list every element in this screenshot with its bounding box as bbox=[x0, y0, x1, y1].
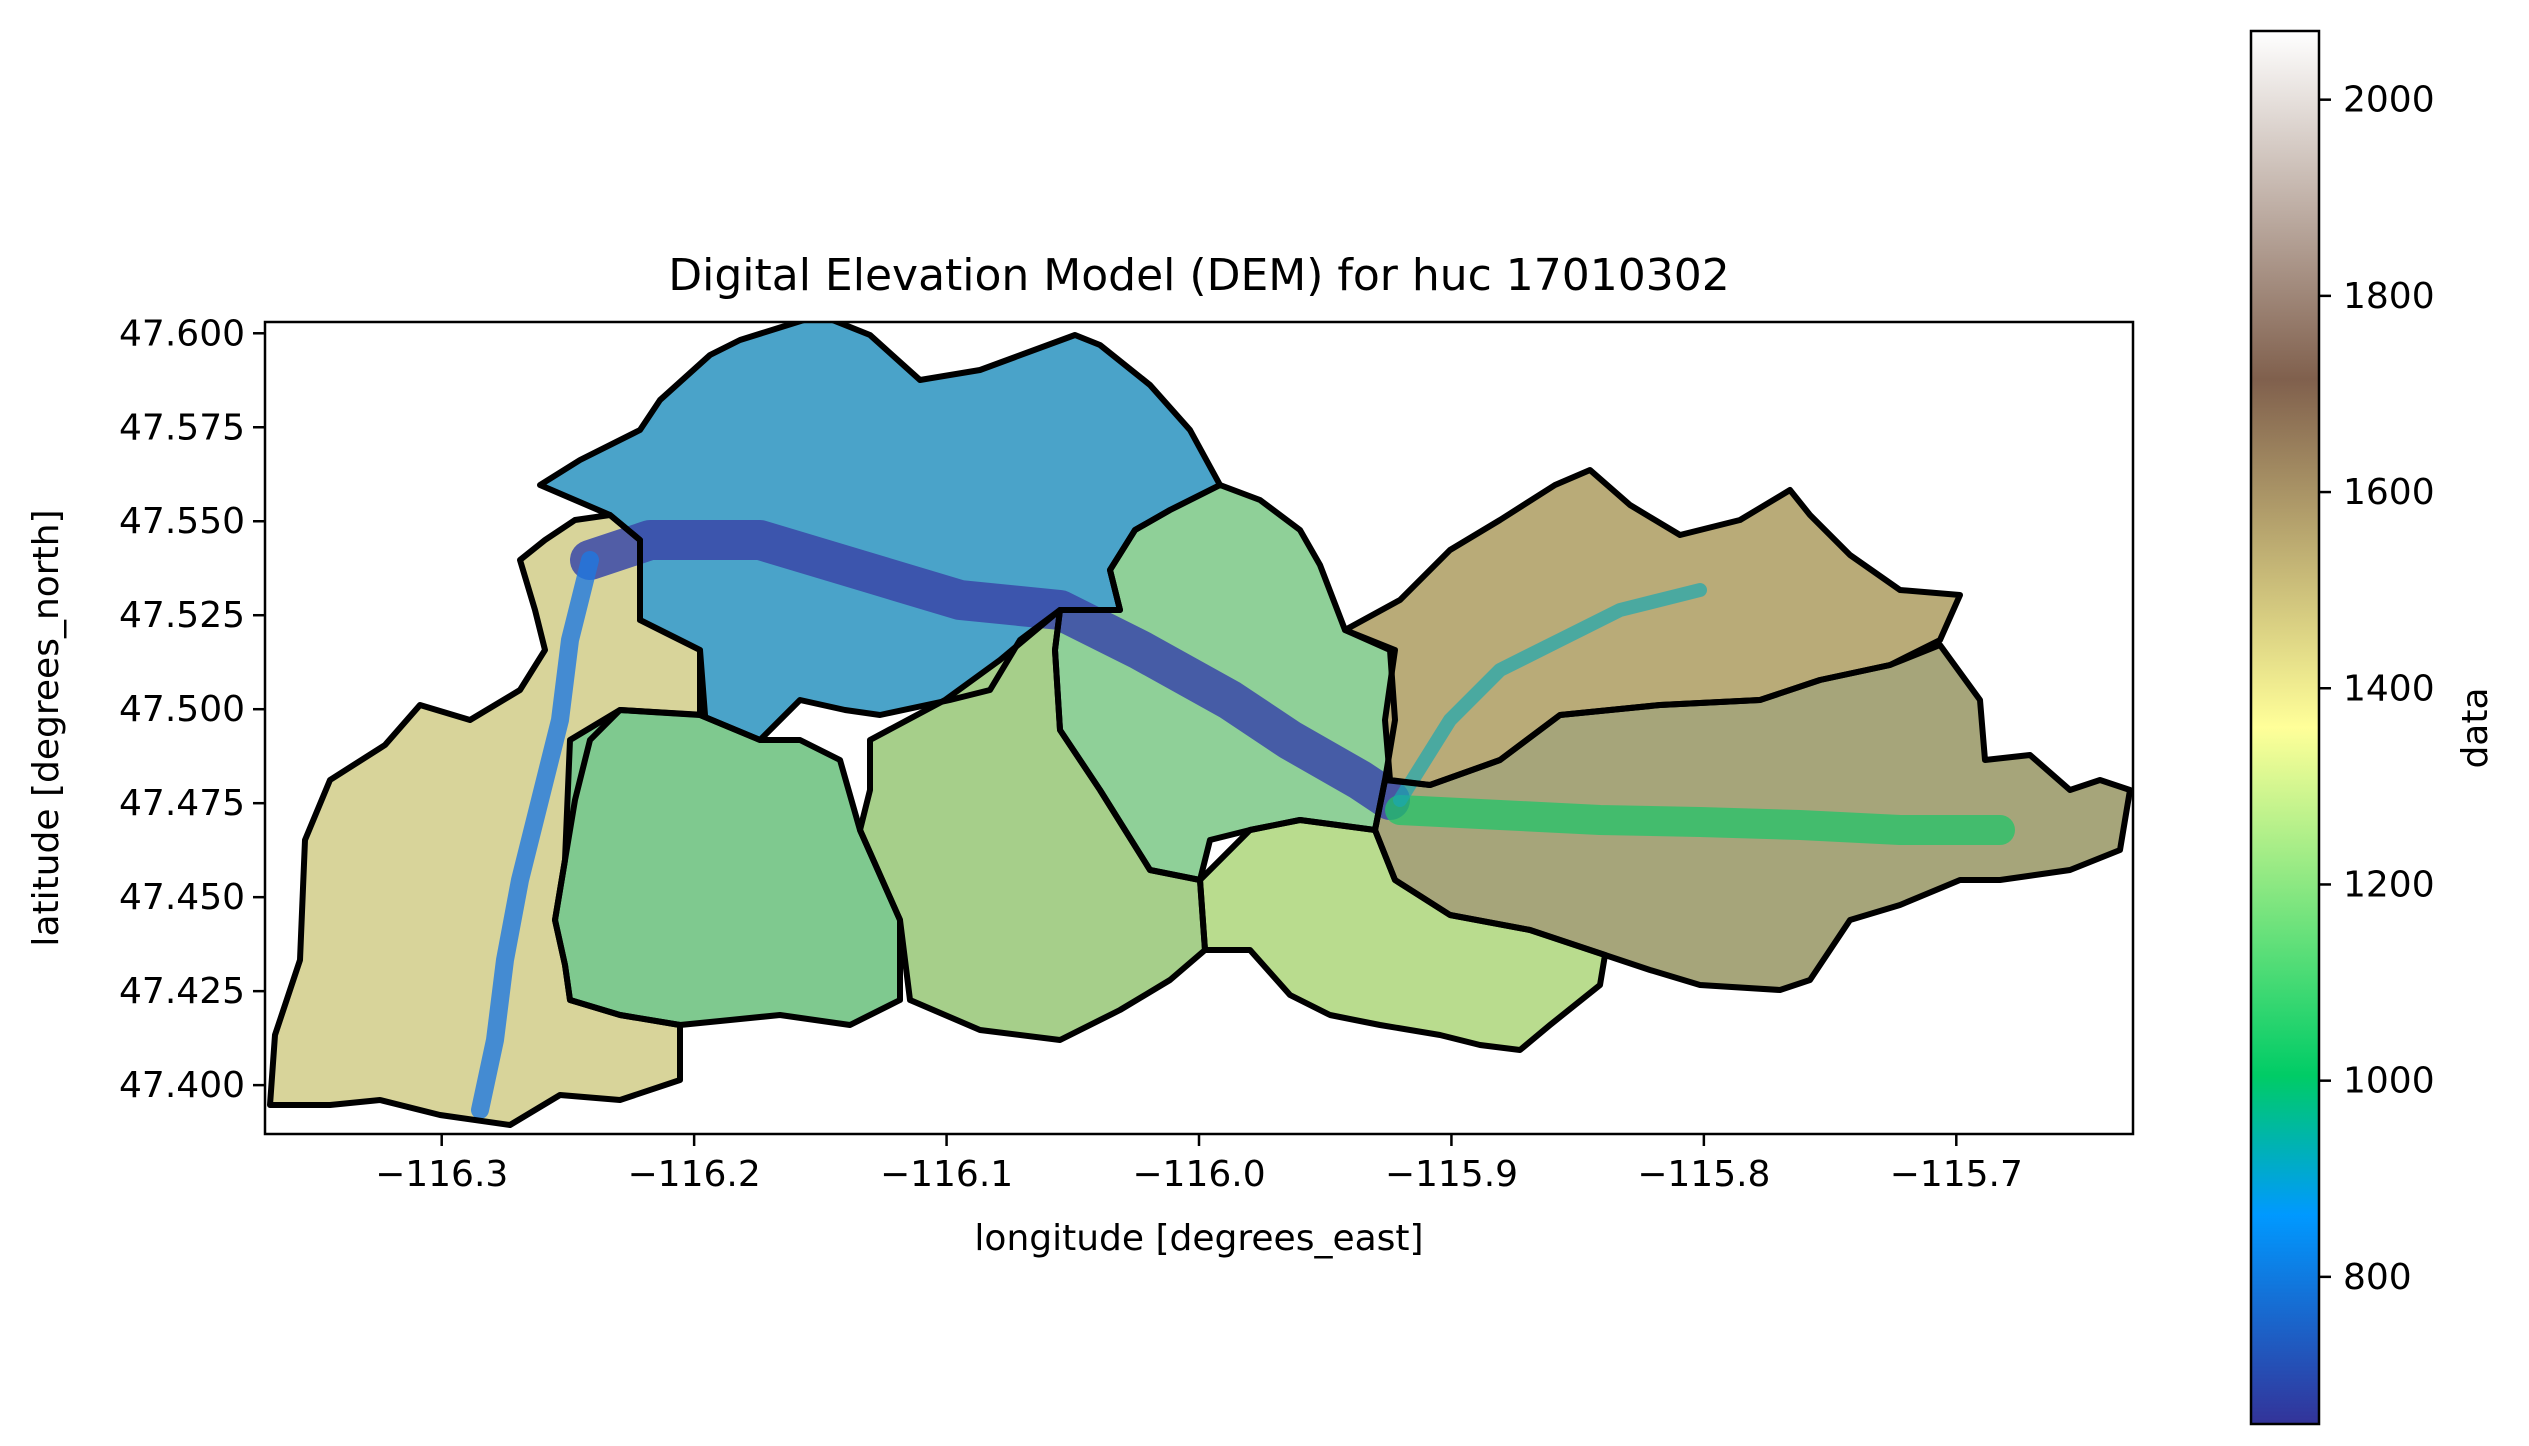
y-tick-label: 47.500 bbox=[119, 689, 245, 730]
x-tick-label: −116.0 bbox=[1132, 1154, 1265, 1195]
x-tick-label: −116.1 bbox=[880, 1154, 1013, 1195]
colorbar-tick-label: 1200 bbox=[2343, 864, 2435, 905]
subbasin-south-east bbox=[1200, 820, 1605, 1050]
subbasin-north bbox=[540, 322, 1220, 740]
west-river-valley bbox=[471, 551, 599, 1119]
x-axis-label: longitude [degrees_east] bbox=[974, 1218, 1423, 1259]
y-tick-label: 47.450 bbox=[119, 877, 245, 918]
y-tick-label: 47.550 bbox=[119, 501, 245, 542]
x-tick-label: −116.3 bbox=[375, 1154, 508, 1195]
x-tick-label: −115.7 bbox=[1890, 1154, 2023, 1195]
subbasin-south-west bbox=[555, 710, 900, 1025]
subbasin-south-central bbox=[860, 610, 1205, 1040]
y-axis: 47.400 47.425 47.450 47.475 47.500 47.525 47.5… bbox=[119, 313, 265, 1106]
x-tick-label: −116.2 bbox=[628, 1154, 761, 1195]
colorbar bbox=[2249, 29, 2321, 1426]
colorbar-label: data bbox=[2455, 687, 2496, 768]
y-tick-label: 47.575 bbox=[119, 407, 245, 448]
dem-raster bbox=[270, 322, 2130, 1125]
x-tick-label: −115.8 bbox=[1637, 1154, 1770, 1195]
subbasin-west bbox=[270, 515, 705, 1125]
subbasin-outlines bbox=[267, 322, 2133, 1128]
y-tick-label: 47.400 bbox=[119, 1065, 245, 1106]
colorbar-tick-label: 1800 bbox=[2343, 276, 2435, 317]
y-tick-label: 47.475 bbox=[119, 783, 245, 824]
northeast-valley bbox=[1393, 583, 1707, 807]
subbasin-northeast bbox=[1345, 470, 1960, 785]
colorbar-tick-label: 1600 bbox=[2343, 472, 2435, 513]
x-tick-label: −115.9 bbox=[1385, 1154, 1518, 1195]
colorbar-tick-label: 1400 bbox=[2343, 668, 2435, 709]
y-tick-label: 47.525 bbox=[119, 595, 245, 636]
plot-area bbox=[265, 322, 2133, 1134]
y-tick-label: 47.600 bbox=[119, 313, 245, 354]
x-axis: −116.3 −116.2 −116.1 −116.0 −115.9 −115.8 −115… bbox=[375, 1134, 2023, 1195]
colorbar-tick-label: 2000 bbox=[2343, 80, 2435, 121]
colorbar-tick-label: 800 bbox=[2343, 1257, 2412, 1298]
chart-title: Digital Elevation Model (DEM) for huc 17… bbox=[668, 250, 1730, 301]
y-tick-label: 47.425 bbox=[119, 971, 245, 1012]
colorbar-tick-label: 1000 bbox=[2343, 1061, 2435, 1102]
east-valley bbox=[1385, 795, 2015, 845]
colorbar-axis: 800 1000 1200 1400 1600 1800 2000 bbox=[2319, 80, 2435, 1298]
y-axis-label: latitude [degrees_north] bbox=[26, 509, 67, 946]
